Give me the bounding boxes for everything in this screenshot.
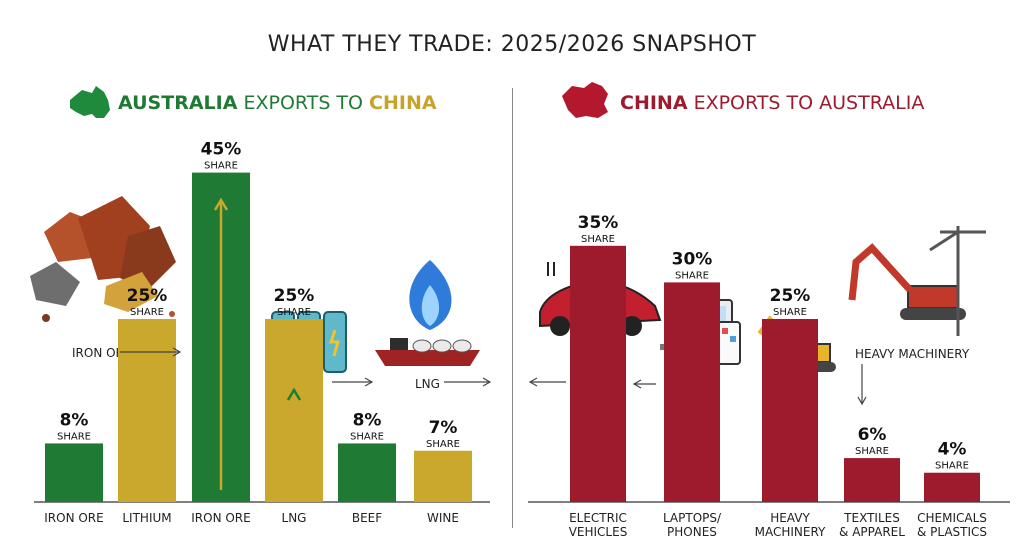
category-label-laptops-phones-1: LAPTOPS/PHONES bbox=[663, 511, 722, 539]
crane-excavator-icon bbox=[848, 226, 986, 336]
bar-chemicals-plastics-4 bbox=[924, 472, 980, 502]
share-label-electric-vehicles-0: SHARE bbox=[581, 234, 615, 245]
share-label-lng-3: SHARE bbox=[277, 307, 311, 318]
bar-heavy-machinery-2 bbox=[762, 319, 818, 502]
value-label-electric-vehicles-0: 35% bbox=[578, 213, 619, 233]
value-label-beef-4: 8% bbox=[353, 410, 382, 430]
bar-iron-ore-0 bbox=[45, 443, 103, 502]
growth-arrowhead-1 bbox=[286, 387, 302, 401]
lng-annotation: LNG bbox=[415, 377, 440, 391]
flow-arrowhead-4 bbox=[632, 379, 642, 389]
gas-flame-icon bbox=[409, 260, 452, 330]
panel-divider bbox=[512, 88, 513, 528]
share-label-iron-ore-0: SHARE bbox=[57, 431, 91, 442]
share-label-heavy-machinery-2: SHARE bbox=[773, 307, 807, 318]
value-label-iron-ore-0: 8% bbox=[60, 410, 89, 430]
value-label-laptops-phones-1: 30% bbox=[672, 249, 713, 269]
page-title: WHAT THEY TRADE: 2025/2026 SNAPSHOT bbox=[267, 32, 757, 57]
share-label-chemicals-plastics-4: SHARE bbox=[935, 461, 969, 472]
bar-textiles-apparel-3 bbox=[844, 458, 900, 502]
australia-map-icon bbox=[70, 86, 110, 118]
share-label-lithium-1: SHARE bbox=[130, 307, 164, 318]
china-word: CHINA bbox=[620, 92, 688, 114]
value-label-wine-5: 7% bbox=[429, 418, 458, 438]
exports-to-australia-text: EXPORTS TO AUSTRALIA bbox=[687, 92, 925, 114]
bar-wine-5 bbox=[414, 450, 472, 502]
bar-electric-vehicles-0 bbox=[570, 245, 626, 503]
category-label-electric-vehicles-0: ELECTRIC VEHICLES bbox=[569, 511, 628, 539]
share-label-laptops-phones-1: SHARE bbox=[675, 270, 709, 281]
category-label-wine-5: WINE bbox=[427, 511, 459, 525]
heavy-machinery-annotation: HEAVY MACHINERY bbox=[855, 347, 970, 361]
category-label-textiles-apparel-3: TEXTILES & APPAREL bbox=[839, 511, 905, 539]
bar-lithium-1 bbox=[118, 319, 176, 502]
australia-panel-heading: AUSTRALIA EXPORTS TO CHINA bbox=[118, 92, 437, 114]
exports-to-text-au: EXPORTS TO bbox=[237, 92, 370, 114]
iron-ore-annotation: IRON ORE bbox=[72, 346, 132, 360]
category-label-beef-4: BEEF bbox=[352, 511, 382, 525]
flow-arrowhead-1 bbox=[364, 377, 374, 387]
share-label-iron-ore-2: SHARE bbox=[204, 161, 238, 172]
share-label-textiles-apparel-3: SHARE bbox=[855, 446, 889, 457]
category-label-lng-3: LNG bbox=[282, 511, 307, 525]
category-label-lithium-1: LITHIUM bbox=[122, 511, 171, 525]
value-label-textiles-apparel-3: 6% bbox=[858, 425, 887, 445]
flow-arrowhead-0 bbox=[172, 347, 182, 357]
category-label-iron-ore-2: IRON ORE bbox=[191, 511, 250, 525]
australia-word: AUSTRALIA bbox=[118, 92, 238, 114]
value-label-chemicals-plastics-4: 4% bbox=[938, 440, 967, 460]
flow-arrowhead-3 bbox=[528, 377, 538, 387]
category-label-heavy-machinery-2: HEAVY MACHINERY bbox=[755, 511, 826, 539]
category-label-iron-ore-0: IRON ORE bbox=[44, 511, 103, 525]
growth-arrowhead-0 bbox=[213, 197, 229, 211]
lng-tanker-icon bbox=[375, 338, 480, 366]
value-label-heavy-machinery-2: 25% bbox=[770, 286, 811, 306]
flow-arrowhead-2 bbox=[482, 377, 492, 387]
flow-arrowhead-5 bbox=[857, 396, 867, 406]
china-panel-heading: CHINA EXPORTS TO AUSTRALIA bbox=[620, 92, 924, 114]
share-label-wine-5: SHARE bbox=[426, 439, 460, 450]
value-label-iron-ore-2: 45% bbox=[201, 140, 242, 160]
value-label-lng-3: 25% bbox=[274, 286, 315, 306]
category-label-chemicals-plastics-4: CHEMICALS & PLASTICS bbox=[917, 511, 987, 539]
share-label-beef-4: SHARE bbox=[350, 431, 384, 442]
china-word-au: CHINA bbox=[369, 92, 437, 114]
rock-pile-icon bbox=[30, 196, 176, 322]
bar-beef-4 bbox=[338, 443, 396, 502]
bar-laptops-phones-1 bbox=[664, 282, 720, 502]
value-label-lithium-1: 25% bbox=[127, 286, 168, 306]
china-map-icon bbox=[562, 82, 608, 118]
